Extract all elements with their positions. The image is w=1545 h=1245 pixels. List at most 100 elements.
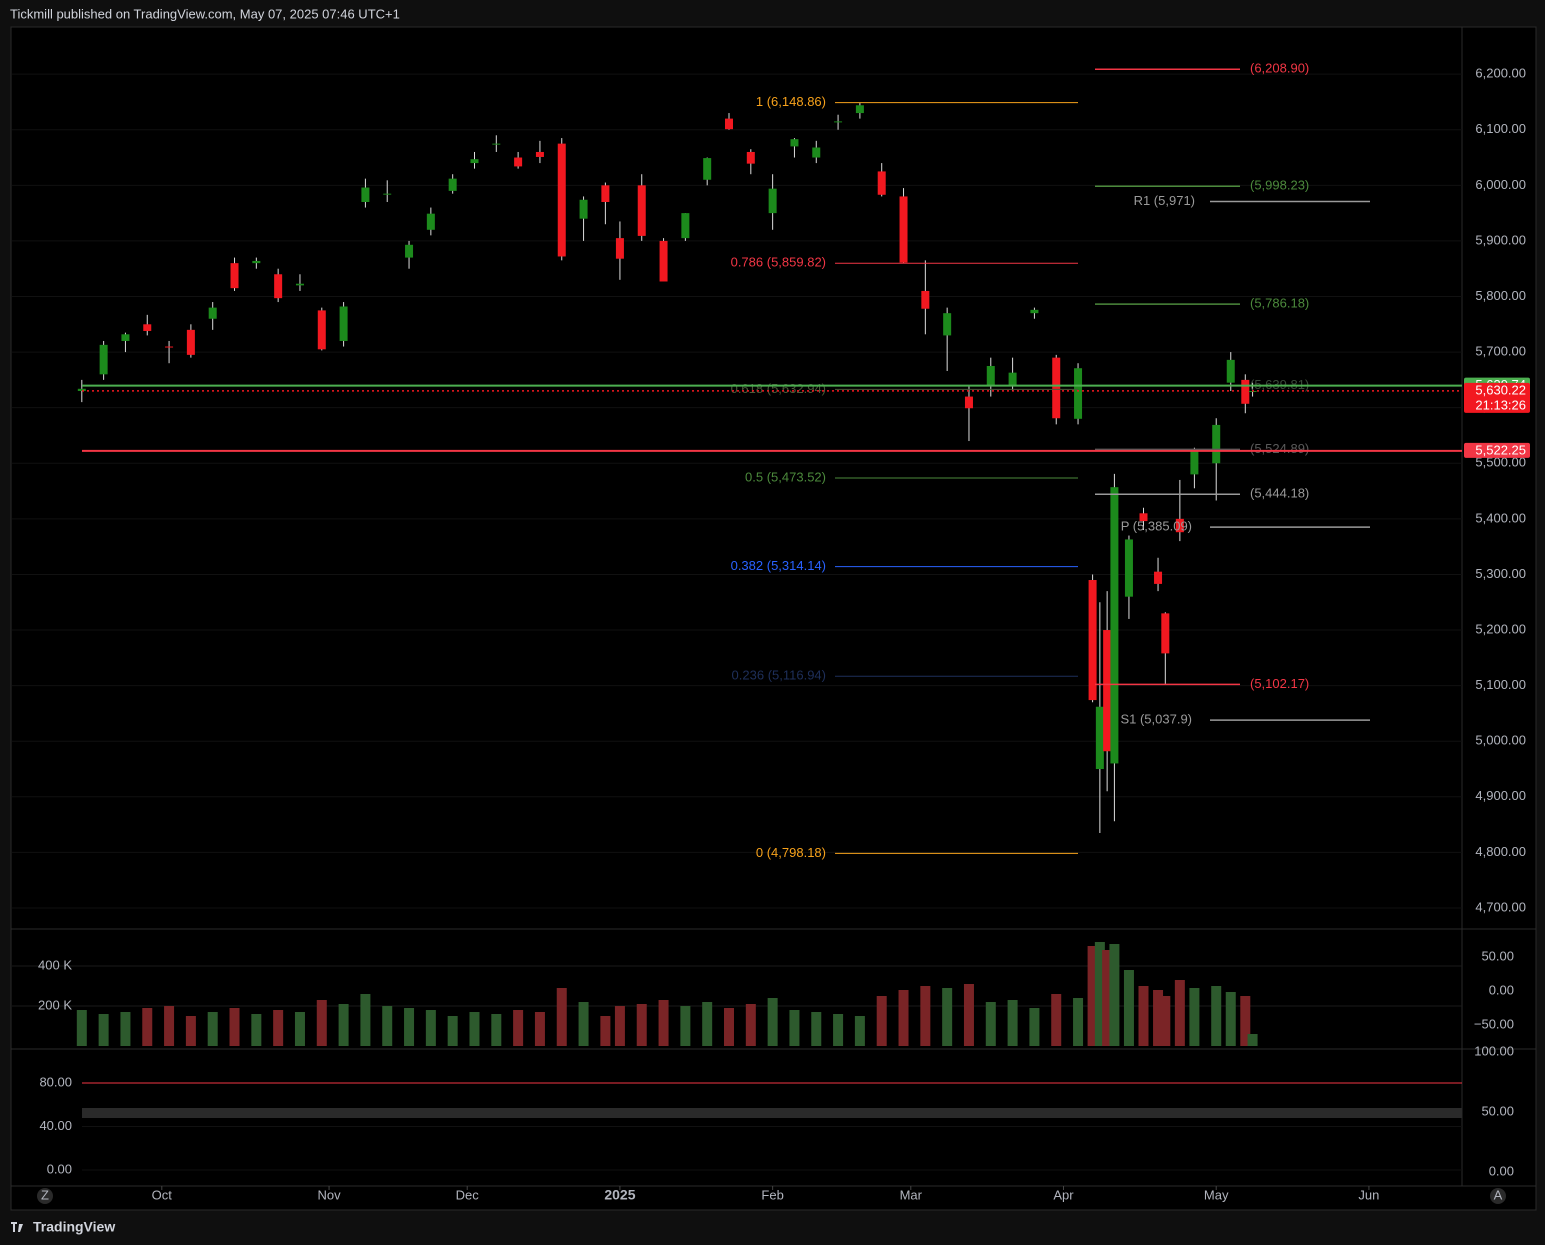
x-tick-label: Nov (317, 1187, 341, 1202)
candle-body (1154, 571, 1163, 584)
candle-body (659, 240, 668, 282)
x-tick-label: Dec (456, 1187, 480, 1202)
y-tick-label: 40.00 (39, 1118, 72, 1133)
volume-bar (1211, 986, 1222, 1046)
candle-body (834, 121, 843, 123)
fib-label: 0.5 (5,473.52) (745, 469, 826, 484)
candle-body (601, 185, 610, 202)
x-tick-label: Feb (761, 1187, 783, 1202)
oscillator-band (82, 1108, 1462, 1118)
candle-body (790, 139, 799, 147)
candle-body (143, 324, 152, 331)
button-label[interactable]: A (1494, 1187, 1503, 1202)
candle-body (812, 147, 821, 158)
fib-label: 0.382 (5,314.14) (731, 558, 826, 573)
volume-bar (854, 1016, 865, 1046)
y-tick-label: 4,700.00 (1475, 899, 1526, 914)
y-tick-label: 80.00 (39, 1074, 72, 1089)
candle-body (964, 396, 973, 409)
candle-body (943, 313, 952, 336)
header: Tickmill published on TradingView.com, M… (10, 6, 400, 21)
volume-bar (985, 1002, 996, 1046)
volume-bar (294, 1012, 305, 1046)
volume-bar (1160, 996, 1171, 1046)
y-tick-label: 5,500.00 (1475, 455, 1526, 470)
volume-bar (76, 1010, 87, 1046)
volume-bar (767, 998, 778, 1046)
candle-body (470, 159, 479, 164)
volume-bar (1138, 986, 1149, 1046)
volume-bar (811, 1012, 822, 1046)
candle-body (899, 196, 908, 263)
y-tick-label: 6,100.00 (1475, 121, 1526, 136)
candle-body (295, 283, 304, 286)
y-tick-label: 4,900.00 (1475, 788, 1526, 803)
volume-bar (382, 1006, 393, 1046)
brand-logo (11, 1222, 23, 1232)
y-tick-label: 5,300.00 (1475, 566, 1526, 581)
candle-body (681, 213, 690, 239)
volume-bar (658, 1000, 669, 1046)
pivot-label: P (5,385.09) (1121, 519, 1192, 534)
candle-body (615, 238, 624, 259)
volume-bar (963, 984, 974, 1046)
candle-body (725, 118, 734, 130)
button[interactable] (1490, 1188, 1506, 1204)
candle-body (986, 365, 995, 386)
volume-bar (229, 1008, 240, 1046)
candle-body (1124, 539, 1133, 597)
volume-bar (1051, 994, 1062, 1046)
y2-tick-label: −50.00 (1474, 1016, 1514, 1031)
volume-bar (469, 1012, 480, 1046)
candle-body (317, 310, 326, 350)
volume-bar (273, 1010, 284, 1046)
candle-body (1161, 613, 1170, 654)
x-tick-label: Oct (152, 1187, 173, 1202)
y-tick-label: 4,800.00 (1475, 844, 1526, 859)
y-tick-label: 5,700.00 (1475, 344, 1526, 359)
pivot-label: (6,208.90) (1250, 61, 1309, 76)
pivot-label: (5,444.18) (1250, 486, 1309, 501)
candle-body (1212, 424, 1221, 464)
price-badge (1464, 382, 1530, 413)
volume-bar (680, 1006, 691, 1046)
candle-body (746, 151, 755, 164)
volume-bar (600, 1016, 611, 1046)
candle-body (1226, 359, 1235, 383)
pivot-label: (5,786.18) (1250, 296, 1309, 311)
y-tick-label: 6,000.00 (1475, 177, 1526, 192)
volume-bar (1189, 988, 1200, 1046)
candle-body (557, 143, 566, 257)
fib-label: 0.786 (5,859.82) (731, 255, 826, 270)
volume-bar (724, 1008, 735, 1046)
pivot-label: S1 (5,037.9) (1120, 712, 1192, 727)
brand: TradingView (33, 1219, 115, 1235)
volume-bar (745, 1004, 756, 1046)
volume-bar (251, 1014, 262, 1046)
volume-bar (942, 988, 953, 1046)
candle-body (77, 388, 86, 392)
y2-tick-label: 50.00 (1481, 949, 1514, 964)
button-label[interactable]: Z (41, 1187, 49, 1202)
y-tick-label: 0.00 (47, 1161, 72, 1176)
y-tick-label: 5,000.00 (1475, 733, 1526, 748)
candle-body (274, 274, 283, 299)
candle-body (877, 171, 886, 195)
candle-body (1030, 309, 1039, 314)
volume-bar (1109, 944, 1120, 1046)
price-badge-label: 5,630.22 (1475, 382, 1526, 397)
volume-bar (338, 1004, 349, 1046)
volume-bar (1007, 1000, 1018, 1046)
candle-body (1052, 357, 1061, 419)
candle-body (492, 143, 501, 145)
x-tick-label: Apr (1053, 1187, 1074, 1202)
fib-label: 1 (6,148.86) (756, 94, 826, 109)
candle-body (1110, 487, 1119, 764)
volume-bar (447, 1016, 458, 1046)
volume-bar (1073, 998, 1084, 1046)
candle-body (514, 157, 523, 167)
button[interactable] (37, 1188, 53, 1204)
candle-body (855, 105, 864, 114)
